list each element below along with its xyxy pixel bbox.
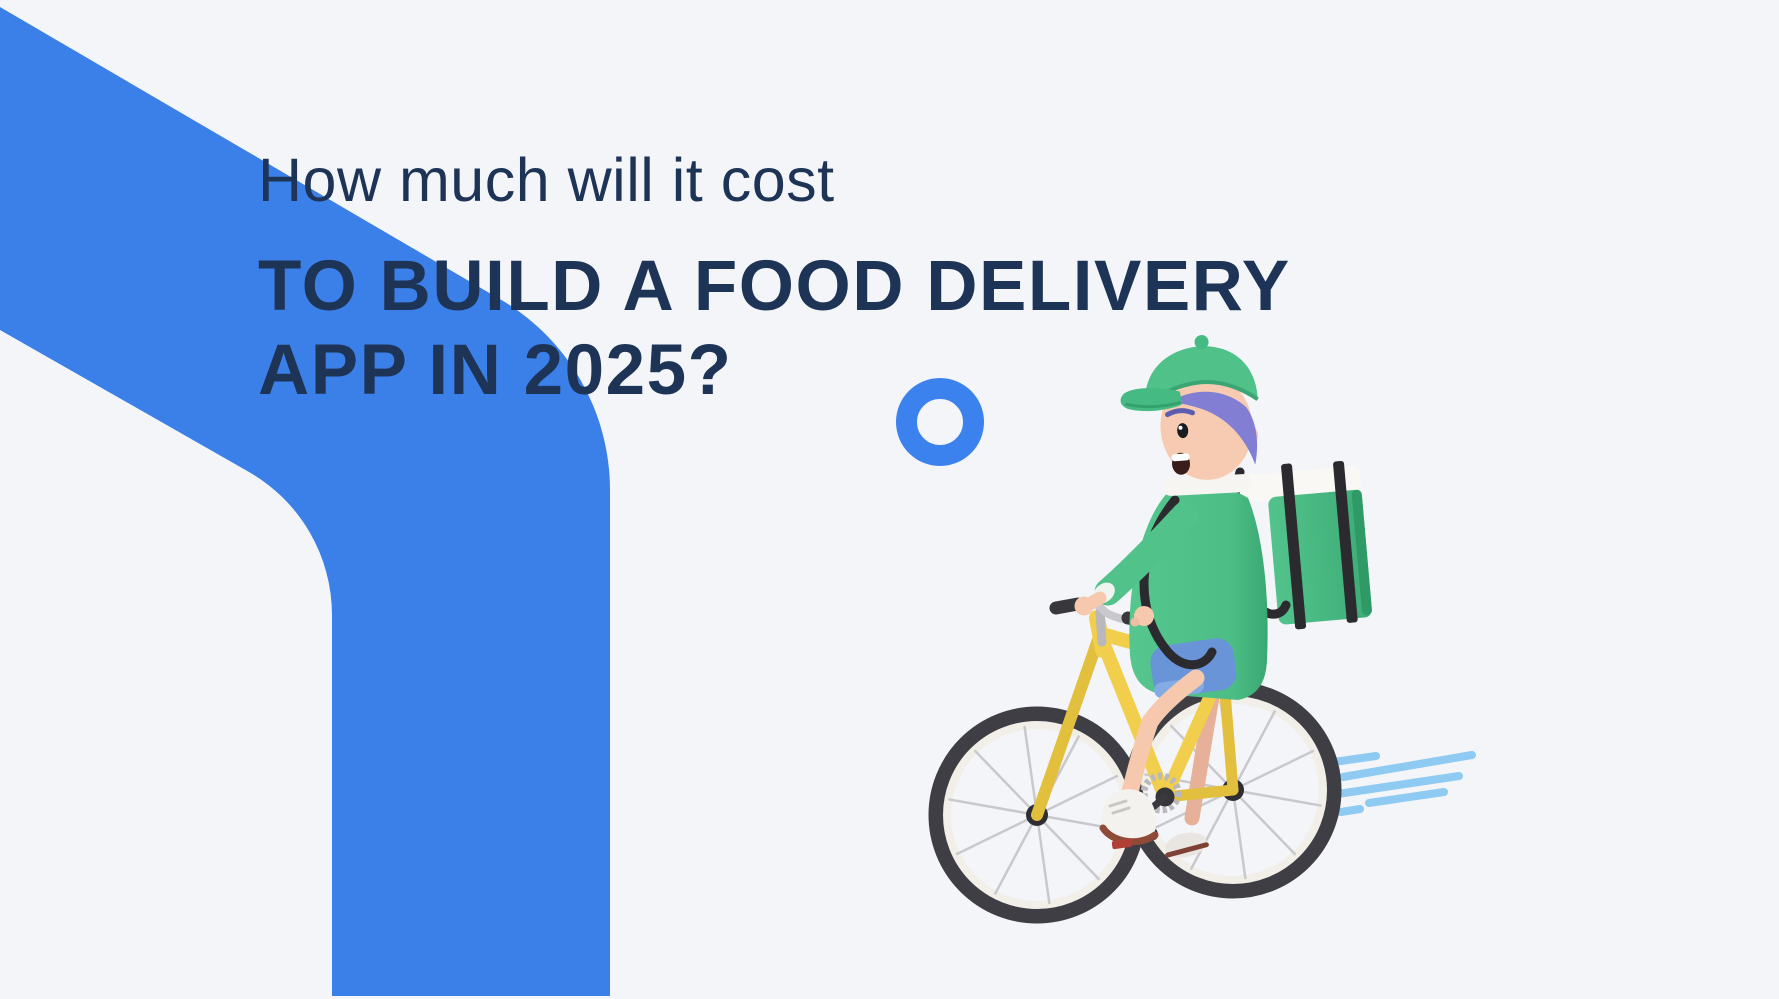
frame-down-tube xyxy=(1095,633,1172,804)
headline-line-2: TO BUILD A FOOD DELIVERY xyxy=(258,247,1291,326)
chainring xyxy=(1140,772,1182,814)
cap-button xyxy=(1194,335,1209,350)
near-leg xyxy=(1121,669,1205,801)
rear-rim xyxy=(1139,696,1327,884)
shoe-laces xyxy=(1108,799,1131,815)
headline: How much will it cost TO BUILD A FOOD DE… xyxy=(258,150,1291,413)
shoe-heel-accent xyxy=(1111,838,1133,850)
delivery-cyclist-illustration xyxy=(928,335,1372,924)
headline-line-1: How much will it cost xyxy=(258,146,835,214)
hair xyxy=(1170,391,1258,465)
near-thumb xyxy=(1130,617,1140,627)
teeth xyxy=(1171,453,1190,462)
near-shoe xyxy=(1099,789,1159,850)
arm-sleeve xyxy=(1094,501,1199,606)
handlebar-stem xyxy=(1095,607,1107,647)
ring-ornament xyxy=(896,378,984,466)
far-hand xyxy=(1074,596,1094,616)
front-spokes xyxy=(948,725,1126,905)
box-side-shade xyxy=(1351,489,1372,616)
box-strap-left xyxy=(1281,463,1307,630)
bike-frame xyxy=(1031,610,1239,821)
delivery-box xyxy=(1238,460,1372,630)
eye-glint xyxy=(1178,425,1183,430)
cap-dome xyxy=(1144,346,1258,408)
box-strap-right xyxy=(1333,460,1358,623)
headline-line-3: APP IN 2025? xyxy=(258,331,733,410)
far-shoe xyxy=(1165,832,1209,858)
cap-brim-underside xyxy=(1125,401,1182,409)
head xyxy=(1120,335,1259,480)
grip-left xyxy=(1049,597,1085,615)
collar xyxy=(1162,474,1252,496)
frame-fork xyxy=(1031,628,1106,821)
speed-lines xyxy=(1327,751,1476,816)
ribbon-shape xyxy=(0,7,610,996)
eyebrow xyxy=(1165,408,1195,418)
